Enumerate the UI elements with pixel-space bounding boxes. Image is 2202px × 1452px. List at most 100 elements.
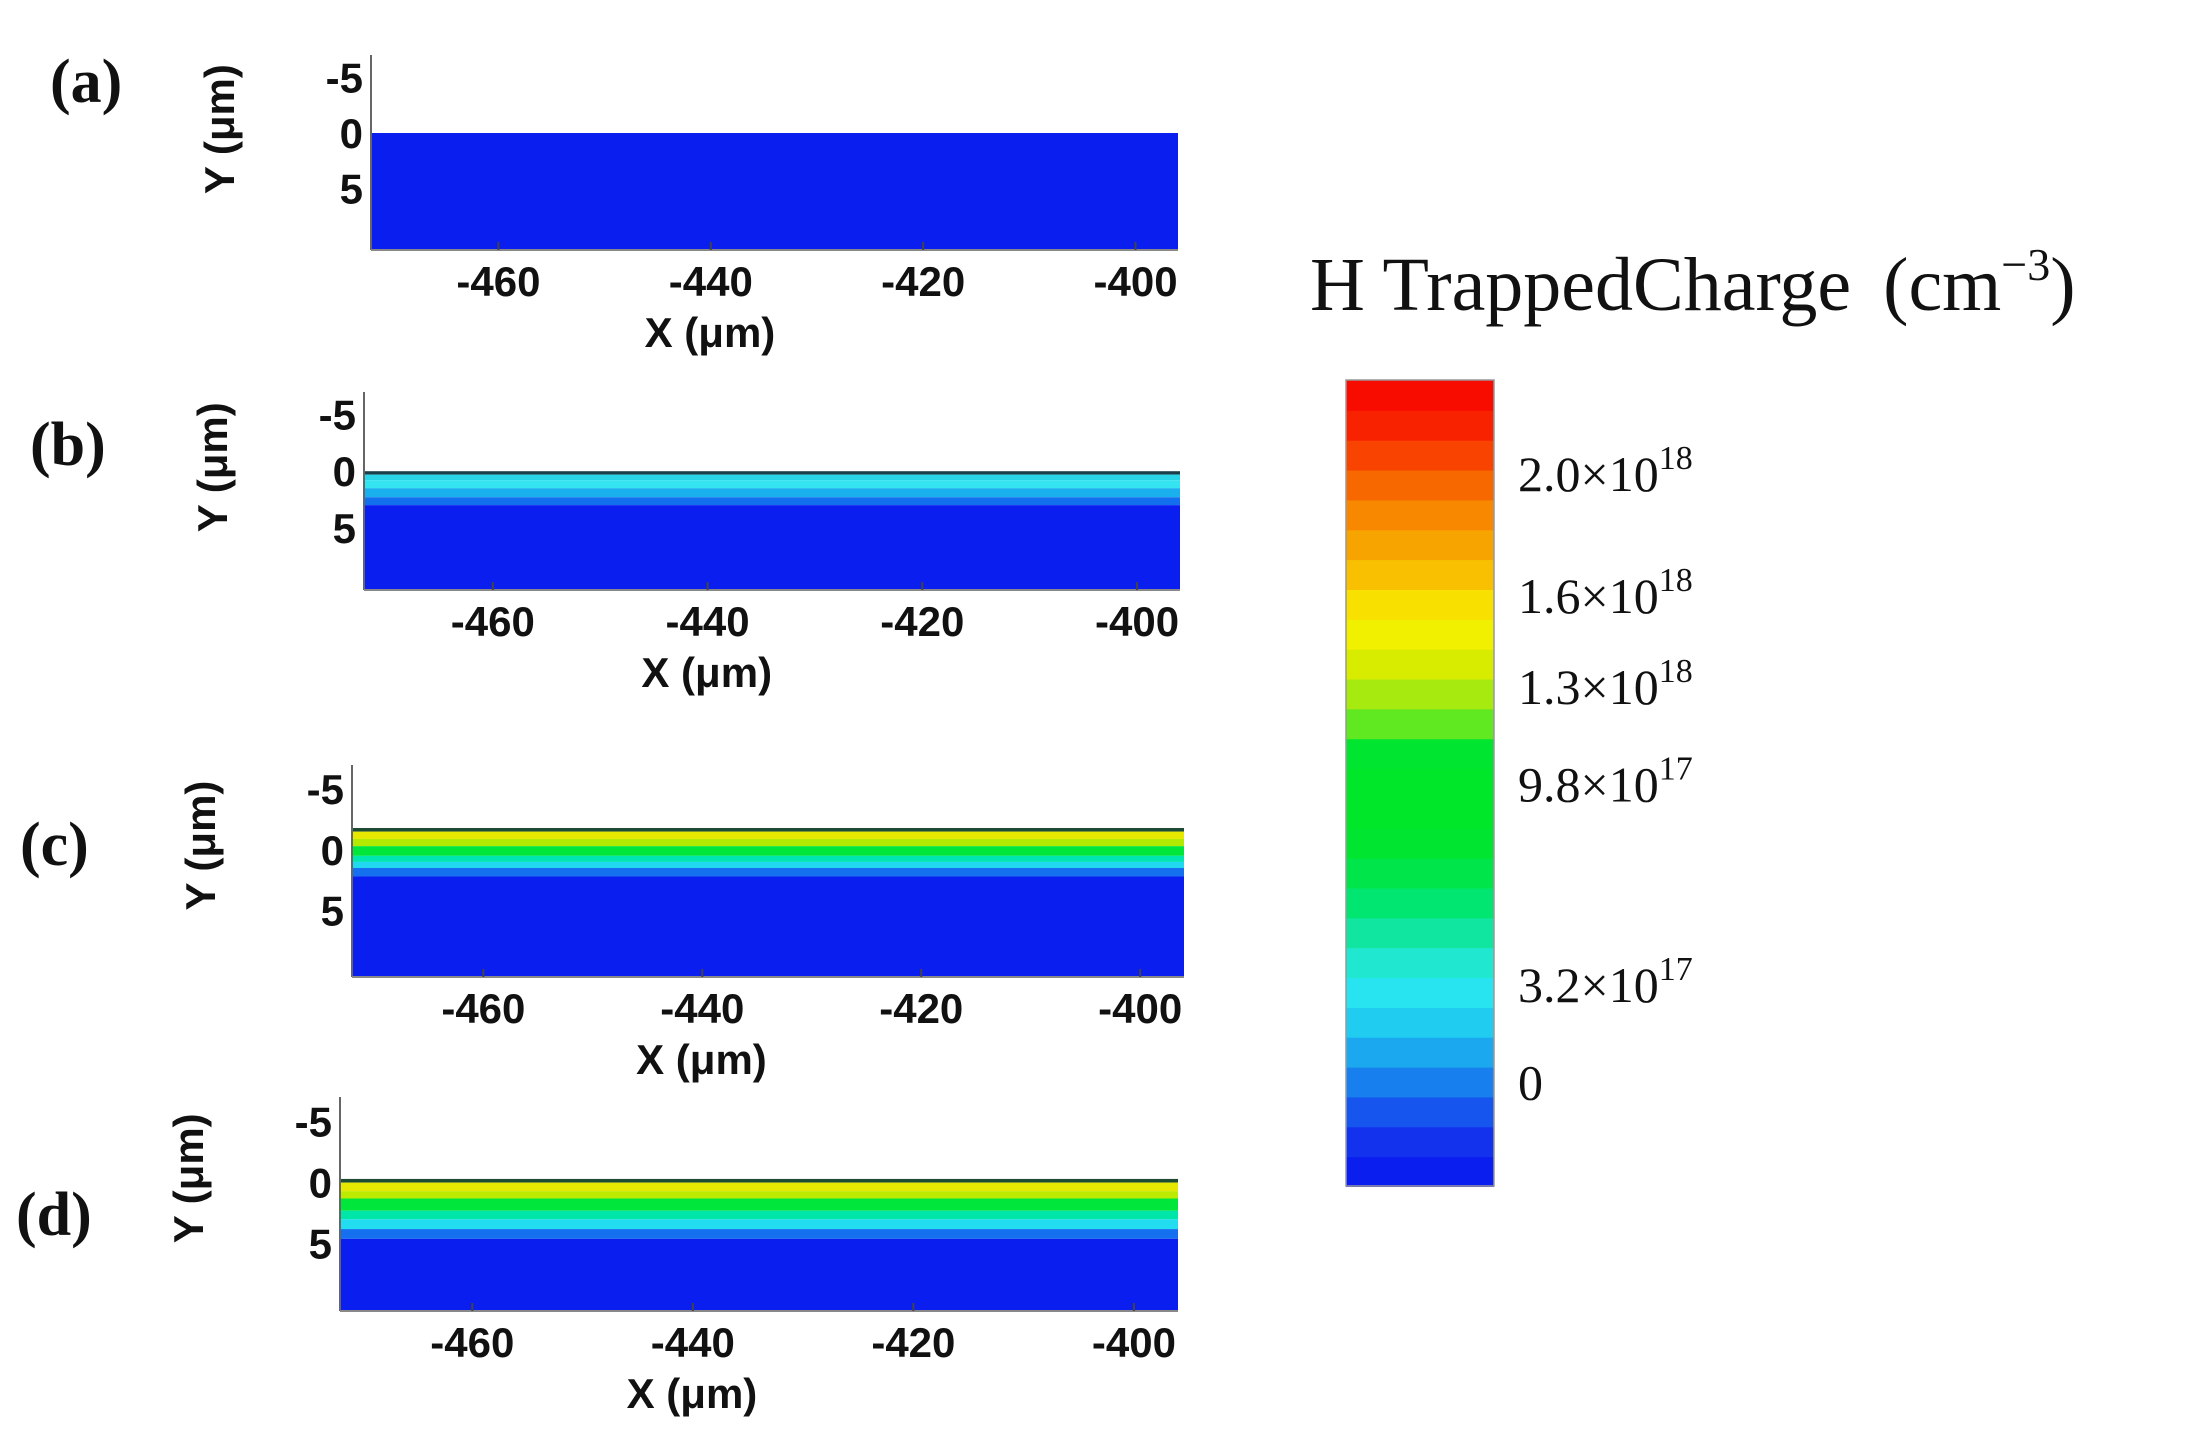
colorbar-tick-exponent: 18: [1659, 653, 1693, 690]
panel-label: (a): [50, 48, 122, 116]
x-tick-label: -440: [669, 258, 753, 305]
colorbar-tick-label: 0: [1518, 1055, 1543, 1111]
colorbar-unit-prefix: (cm: [1883, 243, 2001, 327]
colorbar-segment: [1346, 708, 1494, 740]
colorbar-segment: [1346, 947, 1494, 979]
x-tick-label: -400: [1095, 598, 1179, 645]
panel-label: (b): [30, 411, 106, 479]
colorbar-segment: [1346, 857, 1494, 889]
y-axis-title: Y (μm): [165, 1113, 212, 1243]
colorbar-tick-labels: 2.0×10181.6×10181.3×10189.8×10173.2×1017…: [1518, 440, 1693, 1110]
heatmap-band: [364, 505, 1180, 590]
heatmap-band: [364, 488, 1180, 498]
y-tick-label: -5: [326, 54, 363, 101]
heatmap-band: [340, 1229, 1178, 1239]
x-tick-label: -420: [871, 1319, 955, 1366]
colorbar-segment: [1346, 559, 1494, 590]
colorbar-title: H TrappedCharge (cm−3): [1310, 239, 2076, 327]
colorbar-tick-mantissa: 1.6×10: [1518, 568, 1659, 624]
panel-a: -460 -440 -420 -400 -5 0 5 X (μm) Y (μm) (a): [50, 48, 1178, 356]
panel-label: (c): [20, 811, 89, 879]
colorbar-segment: [1346, 977, 1494, 1008]
panel-b: -460 -440 -420 -400 -5 0 5 X (μm) Y (μm) (b): [30, 392, 1180, 696]
colorbar-tick-exponent: 18: [1659, 562, 1693, 599]
colorbar-segment: [1346, 499, 1494, 531]
colorbar-segment: [1346, 529, 1494, 561]
colorbar-frame: [1345, 379, 1495, 1187]
x-tick-label: -420: [881, 258, 965, 305]
colorbar-segment: [1346, 1036, 1494, 1068]
colorbar-unit-exp: −3: [2001, 239, 2050, 290]
colorbar-title-text: H TrappedCharge: [1310, 243, 1851, 327]
heatmap-band: [340, 1178, 1178, 1183]
colorbar-segment: [1346, 648, 1494, 680]
colorbar-segment: [1346, 827, 1494, 859]
heatmap-band: [364, 474, 1180, 481]
y-tick-label: 5: [340, 166, 363, 213]
y-tick-label: -5: [307, 766, 344, 813]
colorbar-unit-suffix: ): [2050, 243, 2075, 327]
heatmap-band: [364, 497, 1180, 506]
heatmap-band: [352, 838, 1184, 847]
heatmap-band: [364, 480, 1180, 489]
y-tick-label: 5: [321, 887, 344, 934]
colorbar-tick-exponent: 18: [1659, 440, 1693, 477]
heatmap-band: [340, 1191, 1178, 1199]
x-tick-label: -460: [430, 1319, 514, 1366]
heatmap-band: [340, 1210, 1178, 1220]
heatmap-band: [340, 1182, 1178, 1192]
colorbar-segment: [1346, 1066, 1494, 1098]
colorbar-tick-label: 3.2×1017: [1518, 951, 1693, 1013]
heatmap-band: [352, 846, 1184, 856]
heatmap-band: [352, 831, 1184, 839]
heatmap-band: [352, 861, 1184, 868]
colorbar-segment: [1346, 1156, 1494, 1187]
colorbar-tick-mantissa: 3.2×10: [1518, 957, 1659, 1013]
x-tick-label: -460: [456, 258, 540, 305]
panel-d: -460 -440 -420 -400 -5 0 5 X (μm) Y (μm) (d): [16, 1097, 1178, 1417]
y-tick-label: -5: [319, 392, 356, 439]
heatmap-band: [340, 1198, 1178, 1211]
colorbar-gradient: [1345, 379, 1495, 1187]
x-axis-title: X (μm): [627, 1370, 758, 1417]
colorbar-tick-exponent: 17: [1659, 951, 1693, 988]
colorbar-tick-mantissa: 2.0×10: [1518, 446, 1659, 502]
heatmap-band: [352, 867, 1184, 877]
colorbar-segment: [1346, 797, 1494, 829]
x-axis-title: X (μm): [645, 309, 776, 356]
heatmap-band: [352, 827, 1184, 832]
colorbar-segment: [1346, 469, 1494, 501]
colorbar-tick-mantissa: 9.8×10: [1518, 756, 1659, 812]
heatmap-band: [371, 133, 1178, 250]
panel-c: -460 -440 -420 -400 -5 0 5 X (μm) Y (μm) (c): [20, 765, 1184, 1083]
x-tick-label: -440: [660, 985, 744, 1032]
heatmap-band: [352, 855, 1184, 862]
y-tick-label: 5: [309, 1221, 332, 1268]
colorbar-tick-mantissa: 0: [1518, 1055, 1543, 1111]
x-tick-label: -420: [879, 985, 963, 1032]
colorbar-tick-mantissa: 1.3×10: [1518, 659, 1659, 715]
y-tick-label: 0: [321, 827, 344, 874]
heatmap-band: [340, 1238, 1178, 1311]
y-tick-label: 5: [333, 505, 356, 552]
x-tick-label: -460: [451, 598, 535, 645]
x-axis-title: X (μm): [641, 649, 772, 696]
colorbar-tick-label: 9.8×1017: [1518, 750, 1693, 812]
colorbar-tick-label: 1.6×1018: [1518, 562, 1693, 624]
colorbar-segment: [1346, 439, 1494, 471]
colorbar-segment: [1346, 1096, 1494, 1128]
x-tick-label: -440: [666, 598, 750, 645]
colorbar-segment: [1346, 618, 1494, 650]
colorbar-tick-label: 2.0×1018: [1518, 440, 1693, 502]
colorbar-segment: [1346, 917, 1494, 949]
colorbar-segment: [1346, 1006, 1494, 1038]
x-tick-label: -400: [1098, 985, 1182, 1032]
x-axis-title: X (μm): [636, 1036, 767, 1083]
colorbar-tick-label: 1.3×1018: [1518, 653, 1693, 715]
colorbar-segment: [1346, 380, 1494, 411]
colorbar-segment: [1346, 738, 1494, 770]
y-axis-title: Y (μm): [196, 64, 243, 194]
colorbar-segment: [1346, 768, 1494, 799]
colorbar-segment: [1346, 887, 1494, 919]
